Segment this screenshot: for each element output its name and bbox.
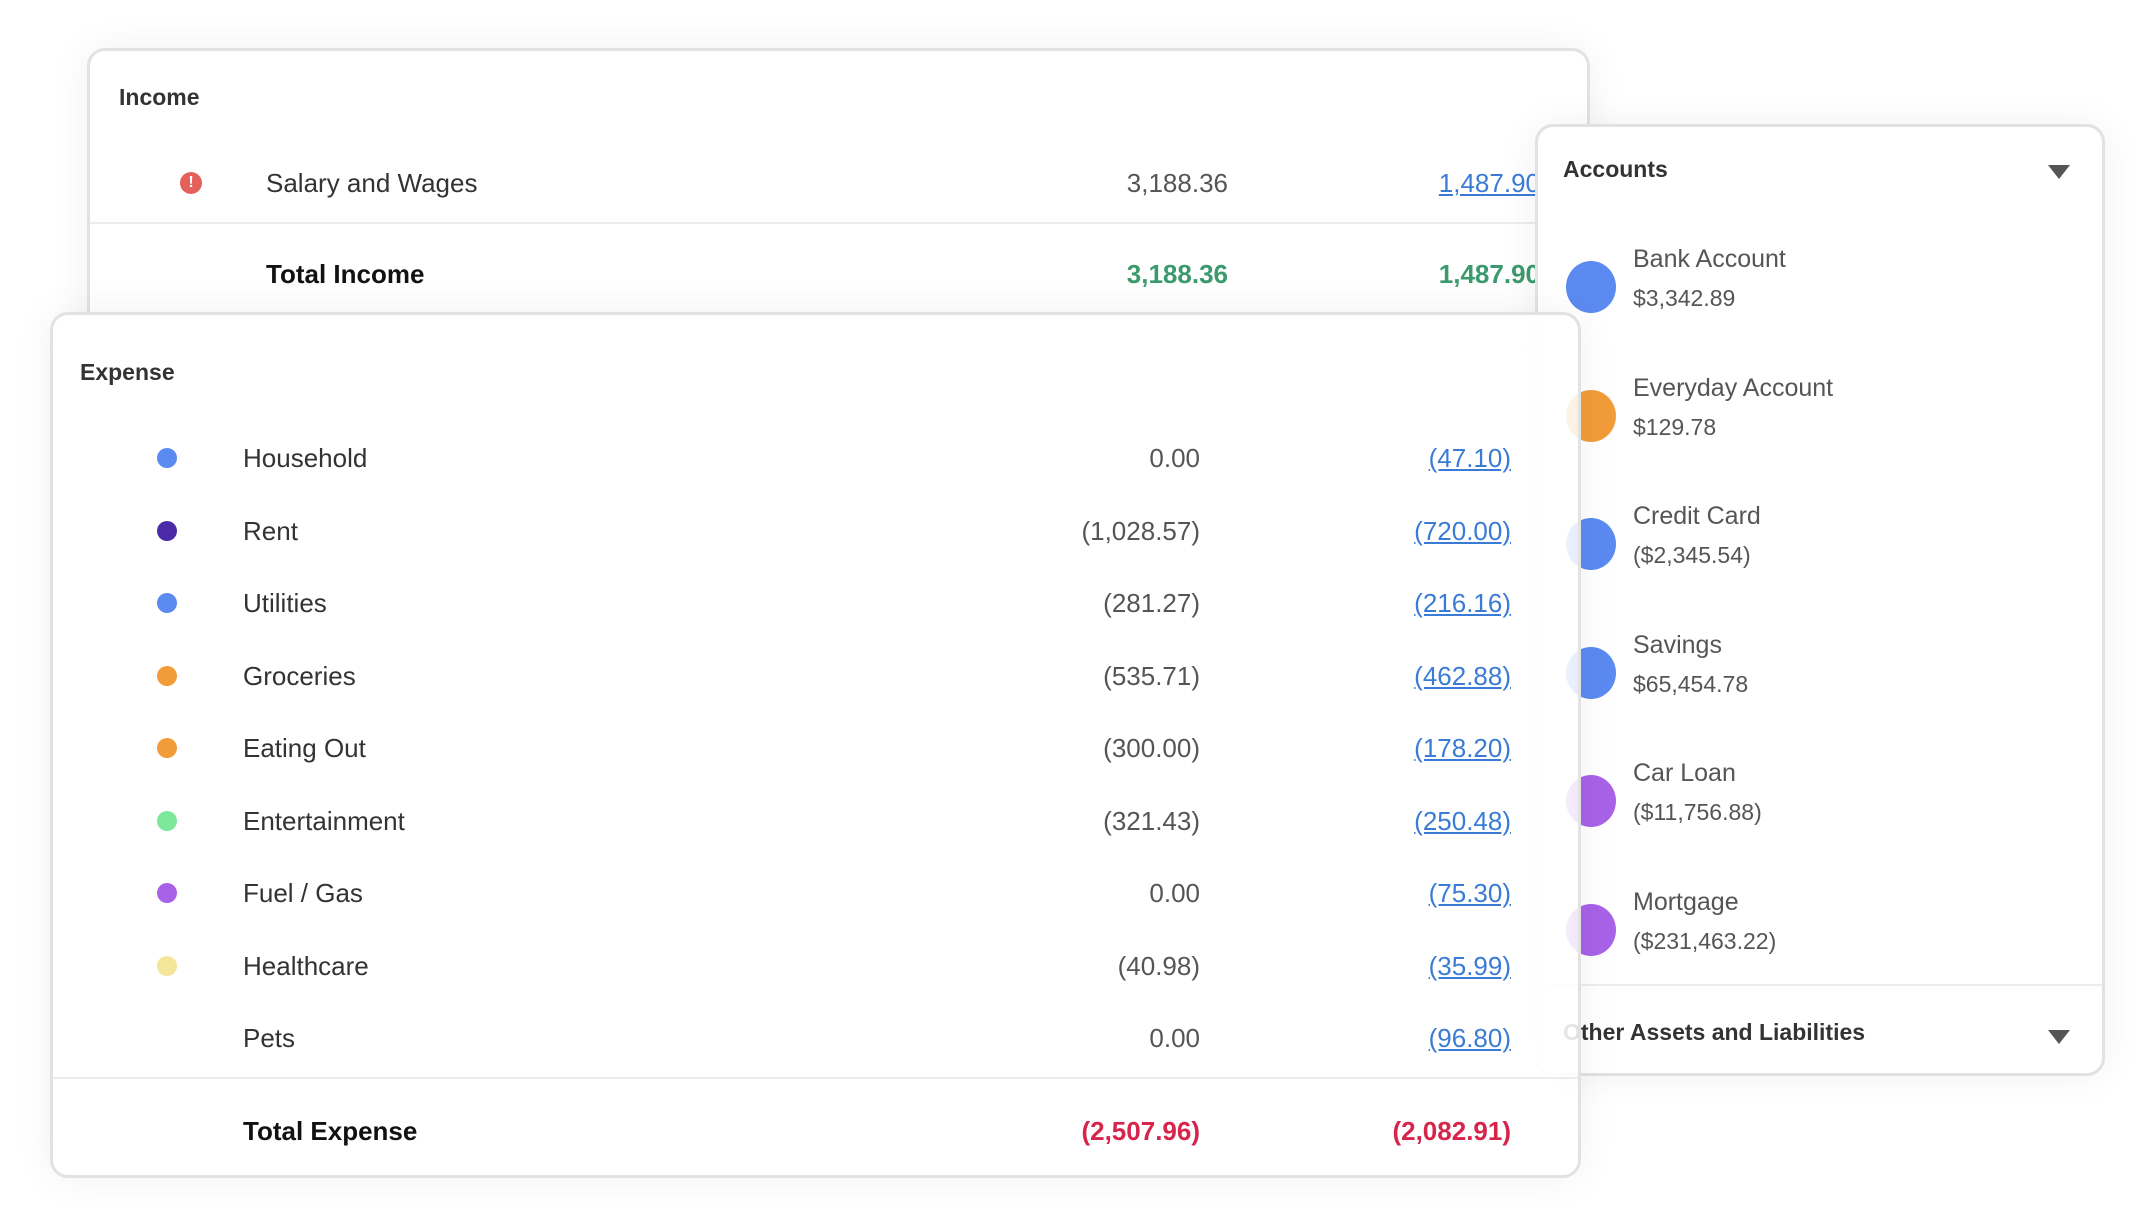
total-value-1: (2,507.96) [1081, 1116, 1200, 1146]
row-value-2-link[interactable]: (216.16) [1414, 588, 1511, 618]
expense-row: Entertainment (321.43) (250.48) [53, 806, 1578, 846]
total-value-1: 3,188.36 [1126, 259, 1228, 289]
account-name: Everyday Account [1633, 373, 1834, 402]
row-value-1: (1,028.57) [1081, 515, 1200, 546]
row-label: Fuel / Gas [243, 878, 363, 908]
accounts-panel: Accounts Bank Account $3,342.89 Everyday… [1535, 124, 2105, 1076]
account-item[interactable]: Credit Card ($2,345.54) [1538, 502, 2102, 592]
account-name: Mortgage [1633, 887, 1739, 916]
divider [1538, 984, 2102, 986]
row-label: Healthcare [243, 950, 369, 981]
income-total-row: Total Income 3,188.36 1,487.90 [90, 259, 1587, 299]
row-label: Pets [243, 1023, 296, 1053]
expense-row: Healthcare (40.98) (35.99) [53, 951, 1578, 991]
account-name: Credit Card [1633, 502, 1761, 530]
total-label: Total Expense [243, 1116, 418, 1146]
account-item[interactable]: Bank Account $3,342.89 [1538, 245, 2102, 335]
category-dot-icon [157, 665, 177, 686]
account-amount: $3,342.89 [1633, 285, 1736, 311]
total-value-2: (2,082.91) [1392, 1116, 1511, 1146]
expense-row: Household 0.00 (47.10) [53, 443, 1578, 483]
row-value-2-link[interactable]: (462.88) [1414, 660, 1511, 691]
category-dot-icon [157, 810, 177, 831]
row-label: Utilities [243, 588, 327, 618]
row-value-1: (281.27) [1103, 588, 1200, 618]
row-value-1: 3,188.36 [1126, 168, 1228, 198]
account-amount: ($11,756.88) [1633, 799, 1762, 825]
row-value-1: 0.00 [1149, 1023, 1200, 1053]
account-item[interactable]: Everyday Account $129.78 [1538, 374, 2102, 464]
category-dot-icon [157, 738, 177, 758]
expense-row: Fuel / Gas 0.00 (75.30) [53, 878, 1578, 918]
account-item[interactable]: Mortgage ($231,463.22) [1538, 888, 2102, 978]
row-value-1: (300.00) [1103, 733, 1200, 763]
row-value-2-link[interactable]: (47.10) [1428, 443, 1511, 473]
expense-row: Utilities (281.27) (216.16) [53, 588, 1578, 628]
alert-icon: ! [180, 172, 202, 194]
account-color-icon [1566, 261, 1616, 313]
account-item[interactable]: Car Loan ($11,756.88) [1538, 759, 2102, 849]
account-amount: $129.78 [1633, 413, 1717, 440]
row-value-1: (535.71) [1103, 660, 1200, 691]
total-label: Total Income [266, 259, 425, 289]
row-value-2-link[interactable]: (35.99) [1428, 950, 1511, 981]
row-value-2-link[interactable]: 1,487.90 [1438, 168, 1540, 198]
expense-total-row: Total Expense (2,507.96) (2,082.91) [53, 1116, 1578, 1156]
income-panel: Income ! Salary and Wages 3,188.36 1,487… [87, 48, 1590, 348]
income-title: Income [119, 84, 200, 110]
expense-row: Groceries (535.71) (462.88) [53, 661, 1578, 701]
row-value-2-link[interactable]: (250.48) [1414, 805, 1511, 836]
category-dot-icon [157, 883, 177, 903]
expense-row: Pets 0.00 (96.80) [53, 1023, 1578, 1063]
row-value-1: 0.00 [1149, 443, 1200, 473]
account-item[interactable]: Savings $65,454.78 [1538, 631, 2102, 721]
category-dot-icon [157, 448, 177, 468]
divider [90, 222, 1587, 224]
expense-panel: Expense Household 0.00 (47.10) Rent (1,0… [50, 312, 1581, 1178]
expense-title: Expense [80, 359, 175, 385]
account-amount: ($2,345.54) [1633, 542, 1751, 568]
expense-row: Rent (1,028.57) (720.00) [53, 516, 1578, 556]
row-value-2-link[interactable]: (75.30) [1428, 878, 1511, 908]
collapse-triangle-icon[interactable] [2048, 165, 2070, 179]
account-name: Bank Account [1633, 245, 1786, 273]
row-label: Entertainment [243, 805, 405, 836]
total-value-2: 1,487.90 [1438, 259, 1540, 289]
account-name: Car Loan [1633, 759, 1736, 787]
row-value-1: (40.98) [1117, 950, 1200, 981]
row-label: Household [243, 443, 368, 473]
expand-triangle-icon[interactable] [2048, 1030, 2070, 1044]
divider [53, 1077, 1578, 1079]
other-assets-title[interactable]: Other Assets and Liabilities [1563, 1019, 1866, 1045]
row-label: Salary and Wages [266, 168, 478, 198]
row-label: Eating Out [243, 733, 366, 763]
row-label: Groceries [243, 660, 356, 691]
row-value-2-link[interactable]: (720.00) [1414, 515, 1511, 546]
category-dot-icon [157, 955, 177, 976]
accounts-title: Accounts [1563, 156, 1668, 182]
expense-row: Eating Out (300.00) (178.20) [53, 733, 1578, 773]
row-value-2-link[interactable]: (96.80) [1428, 1023, 1511, 1053]
account-amount: $65,454.78 [1633, 670, 1749, 697]
row-value-1: 0.00 [1149, 878, 1200, 908]
category-dot-icon [157, 593, 177, 613]
category-dot-icon [157, 520, 177, 541]
account-name: Savings [1633, 630, 1722, 659]
account-amount: ($231,463.22) [1633, 927, 1777, 954]
row-value-1: (321.43) [1103, 805, 1200, 836]
row-label: Rent [243, 515, 298, 546]
row-value-2-link[interactable]: (178.20) [1414, 733, 1511, 763]
income-row: ! Salary and Wages 3,188.36 1,487.90 [90, 168, 1587, 208]
